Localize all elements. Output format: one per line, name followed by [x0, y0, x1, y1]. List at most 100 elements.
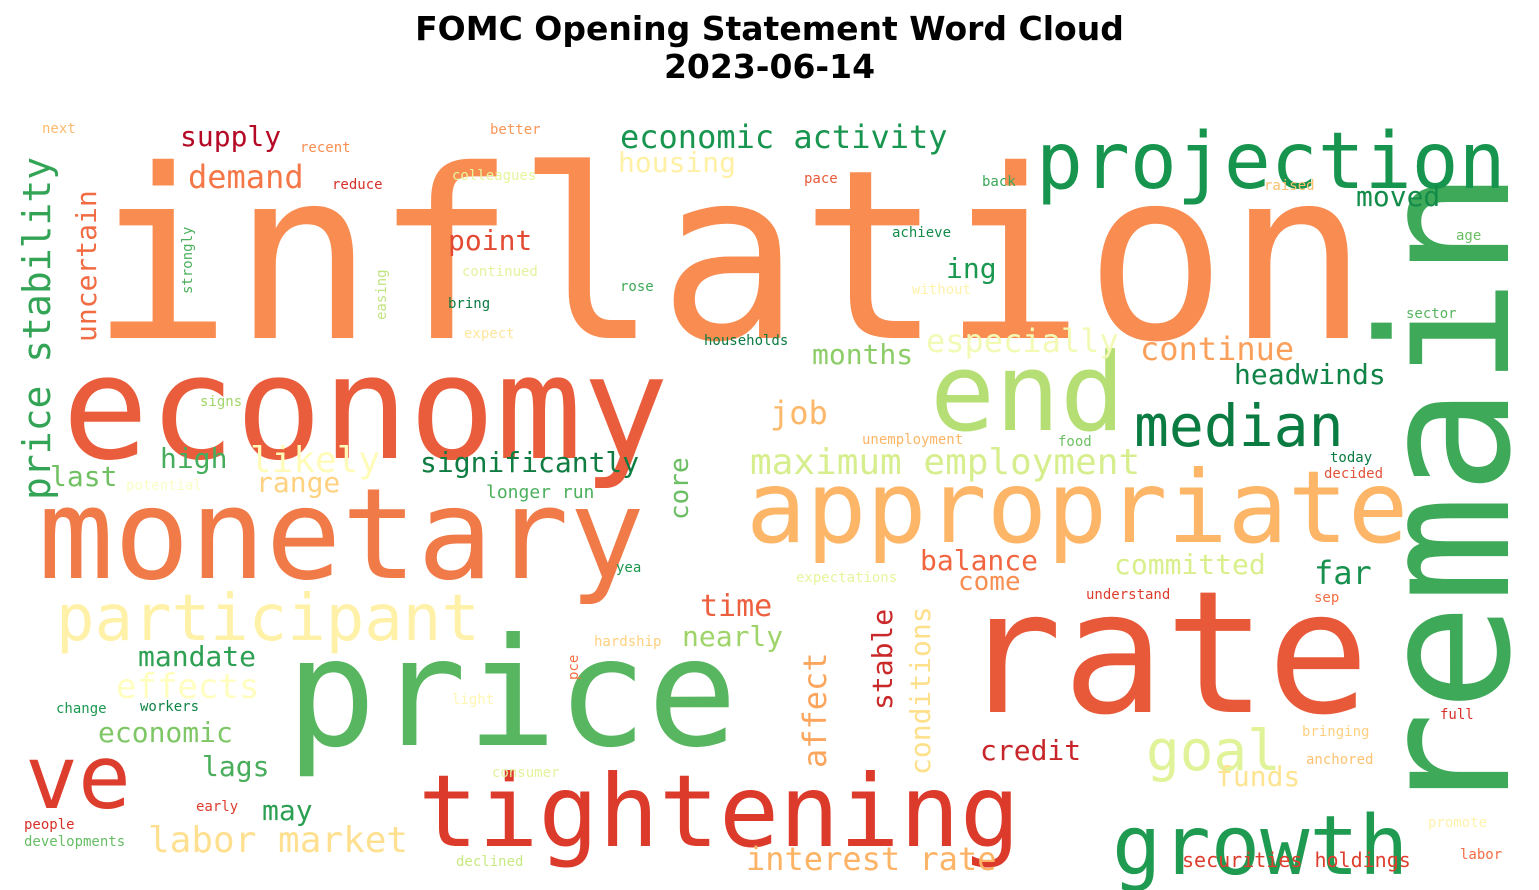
word-high: high	[160, 442, 227, 475]
word-median: median	[1134, 392, 1344, 460]
word-mandate: mandate	[138, 640, 256, 673]
word-workers: workers	[140, 699, 199, 715]
word-range: range	[256, 466, 340, 499]
word-ing: ing	[946, 252, 997, 285]
word-labor: labor	[1460, 847, 1502, 863]
word-end: end	[930, 331, 1125, 456]
word-uncertain: uncertain	[70, 190, 103, 342]
word-price-stability: price stability	[15, 157, 59, 500]
word-affect: affect	[796, 652, 834, 768]
word-developments: developments	[24, 834, 125, 850]
word-next: next	[42, 121, 76, 137]
word-housing: housing	[618, 146, 736, 179]
word-economic: economic	[98, 716, 233, 749]
word-bring: bring	[448, 296, 490, 312]
word-easing: easing	[374, 269, 390, 320]
word-especially: especially	[926, 322, 1119, 360]
word-back: back	[982, 174, 1016, 190]
word-last: last	[50, 460, 117, 493]
word-economy: economy	[62, 324, 669, 492]
word-credit: credit	[980, 734, 1081, 767]
word-labor-market: labor market	[148, 820, 408, 861]
word-strongly: strongly	[180, 227, 196, 294]
word-declined: declined	[456, 854, 523, 870]
word-point: point	[448, 224, 532, 257]
word-change: change	[56, 701, 107, 717]
word-remain: remain	[1342, 170, 1539, 820]
word-colleagues: colleagues	[452, 168, 536, 184]
chart-title-date: 2023-06-14	[663, 47, 876, 86]
word-growth: growth	[1112, 799, 1408, 890]
word-securities-holdings: securities holdings	[1182, 848, 1411, 872]
word-far: far	[1314, 554, 1372, 592]
word-time: time	[700, 589, 772, 624]
word-committed: committed	[1114, 548, 1266, 581]
chart-title: FOMC Opening Statement Word Cloud 2023-0…	[0, 10, 1539, 86]
chart-title-line1: FOMC Opening Statement Word Cloud	[415, 9, 1124, 48]
word-hardship: hardship	[594, 634, 661, 650]
word-consumer: consumer	[492, 765, 559, 781]
word-monetary: monetary	[38, 461, 645, 608]
word-job: job	[770, 394, 828, 432]
word-stable: stable	[866, 609, 899, 710]
word-supply: supply	[180, 120, 281, 153]
word-sep: sep	[1314, 590, 1339, 606]
word-significantly: significantly	[420, 446, 639, 479]
word-full: full	[1440, 707, 1474, 723]
word-people: people	[24, 817, 75, 833]
word-households: households	[704, 333, 788, 349]
word-continue: continue	[1140, 330, 1294, 368]
word-inflation: inflation	[90, 119, 1369, 394]
word-goal: goal	[1146, 719, 1281, 784]
word-balance: balance	[920, 544, 1038, 577]
word-age: age	[1456, 228, 1481, 244]
word-rose: rose	[620, 279, 654, 295]
word-potential: potential	[126, 478, 202, 494]
word-lags: lags	[202, 750, 269, 783]
word-early: early	[196, 799, 238, 815]
word-better: better	[490, 122, 541, 138]
word-longer-run: longer run	[486, 482, 594, 503]
word-appropriate: appropriate	[746, 449, 1408, 566]
word-achieve: achieve	[892, 225, 951, 241]
word-raised: raised	[1264, 178, 1315, 194]
word-promote: promote	[1428, 815, 1487, 831]
word-pce: pce	[566, 655, 582, 680]
word-interest-rate: interest rate	[746, 840, 996, 878]
word-today: today	[1330, 450, 1372, 466]
word-may: may	[262, 794, 313, 827]
word-food: food	[1058, 434, 1092, 450]
word-nearly: nearly	[682, 620, 783, 653]
word-months: months	[812, 338, 913, 371]
word-likely: likely	[250, 440, 380, 481]
word-economic-activity: economic activity	[620, 118, 948, 156]
word-unemployment: unemployment	[862, 432, 963, 448]
word-signs: signs	[200, 394, 242, 410]
word-sector: sector	[1406, 306, 1457, 322]
word-core: core	[665, 457, 695, 520]
word-anchored: anchored	[1306, 752, 1373, 768]
word-bringing: bringing	[1302, 724, 1369, 740]
word-demand: demand	[188, 158, 304, 196]
word-participant: participant	[56, 582, 480, 656]
word-without: without	[912, 282, 971, 298]
word-continued: continued	[462, 264, 538, 280]
word-pace: pace	[804, 171, 838, 187]
word-maximum-employment: maximum employment	[750, 442, 1140, 483]
word-price: price	[286, 607, 738, 781]
word-come: come	[958, 567, 1021, 597]
word-rate: rate	[960, 555, 1369, 753]
word-funds: funds	[1216, 760, 1300, 793]
word-yea: yea	[616, 560, 641, 576]
word-ve: ve	[25, 726, 131, 829]
word-projection: projection	[1036, 117, 1506, 207]
word-decided: decided	[1324, 466, 1383, 482]
word-expectations: expectations	[796, 570, 897, 586]
word-understand: understand	[1086, 587, 1170, 603]
word-expect: expect	[464, 326, 515, 342]
word-reduce: reduce	[332, 177, 383, 193]
word-moved: moved	[1356, 180, 1440, 213]
word-conditions: conditions	[904, 606, 937, 775]
word-effects: effects	[116, 667, 259, 707]
